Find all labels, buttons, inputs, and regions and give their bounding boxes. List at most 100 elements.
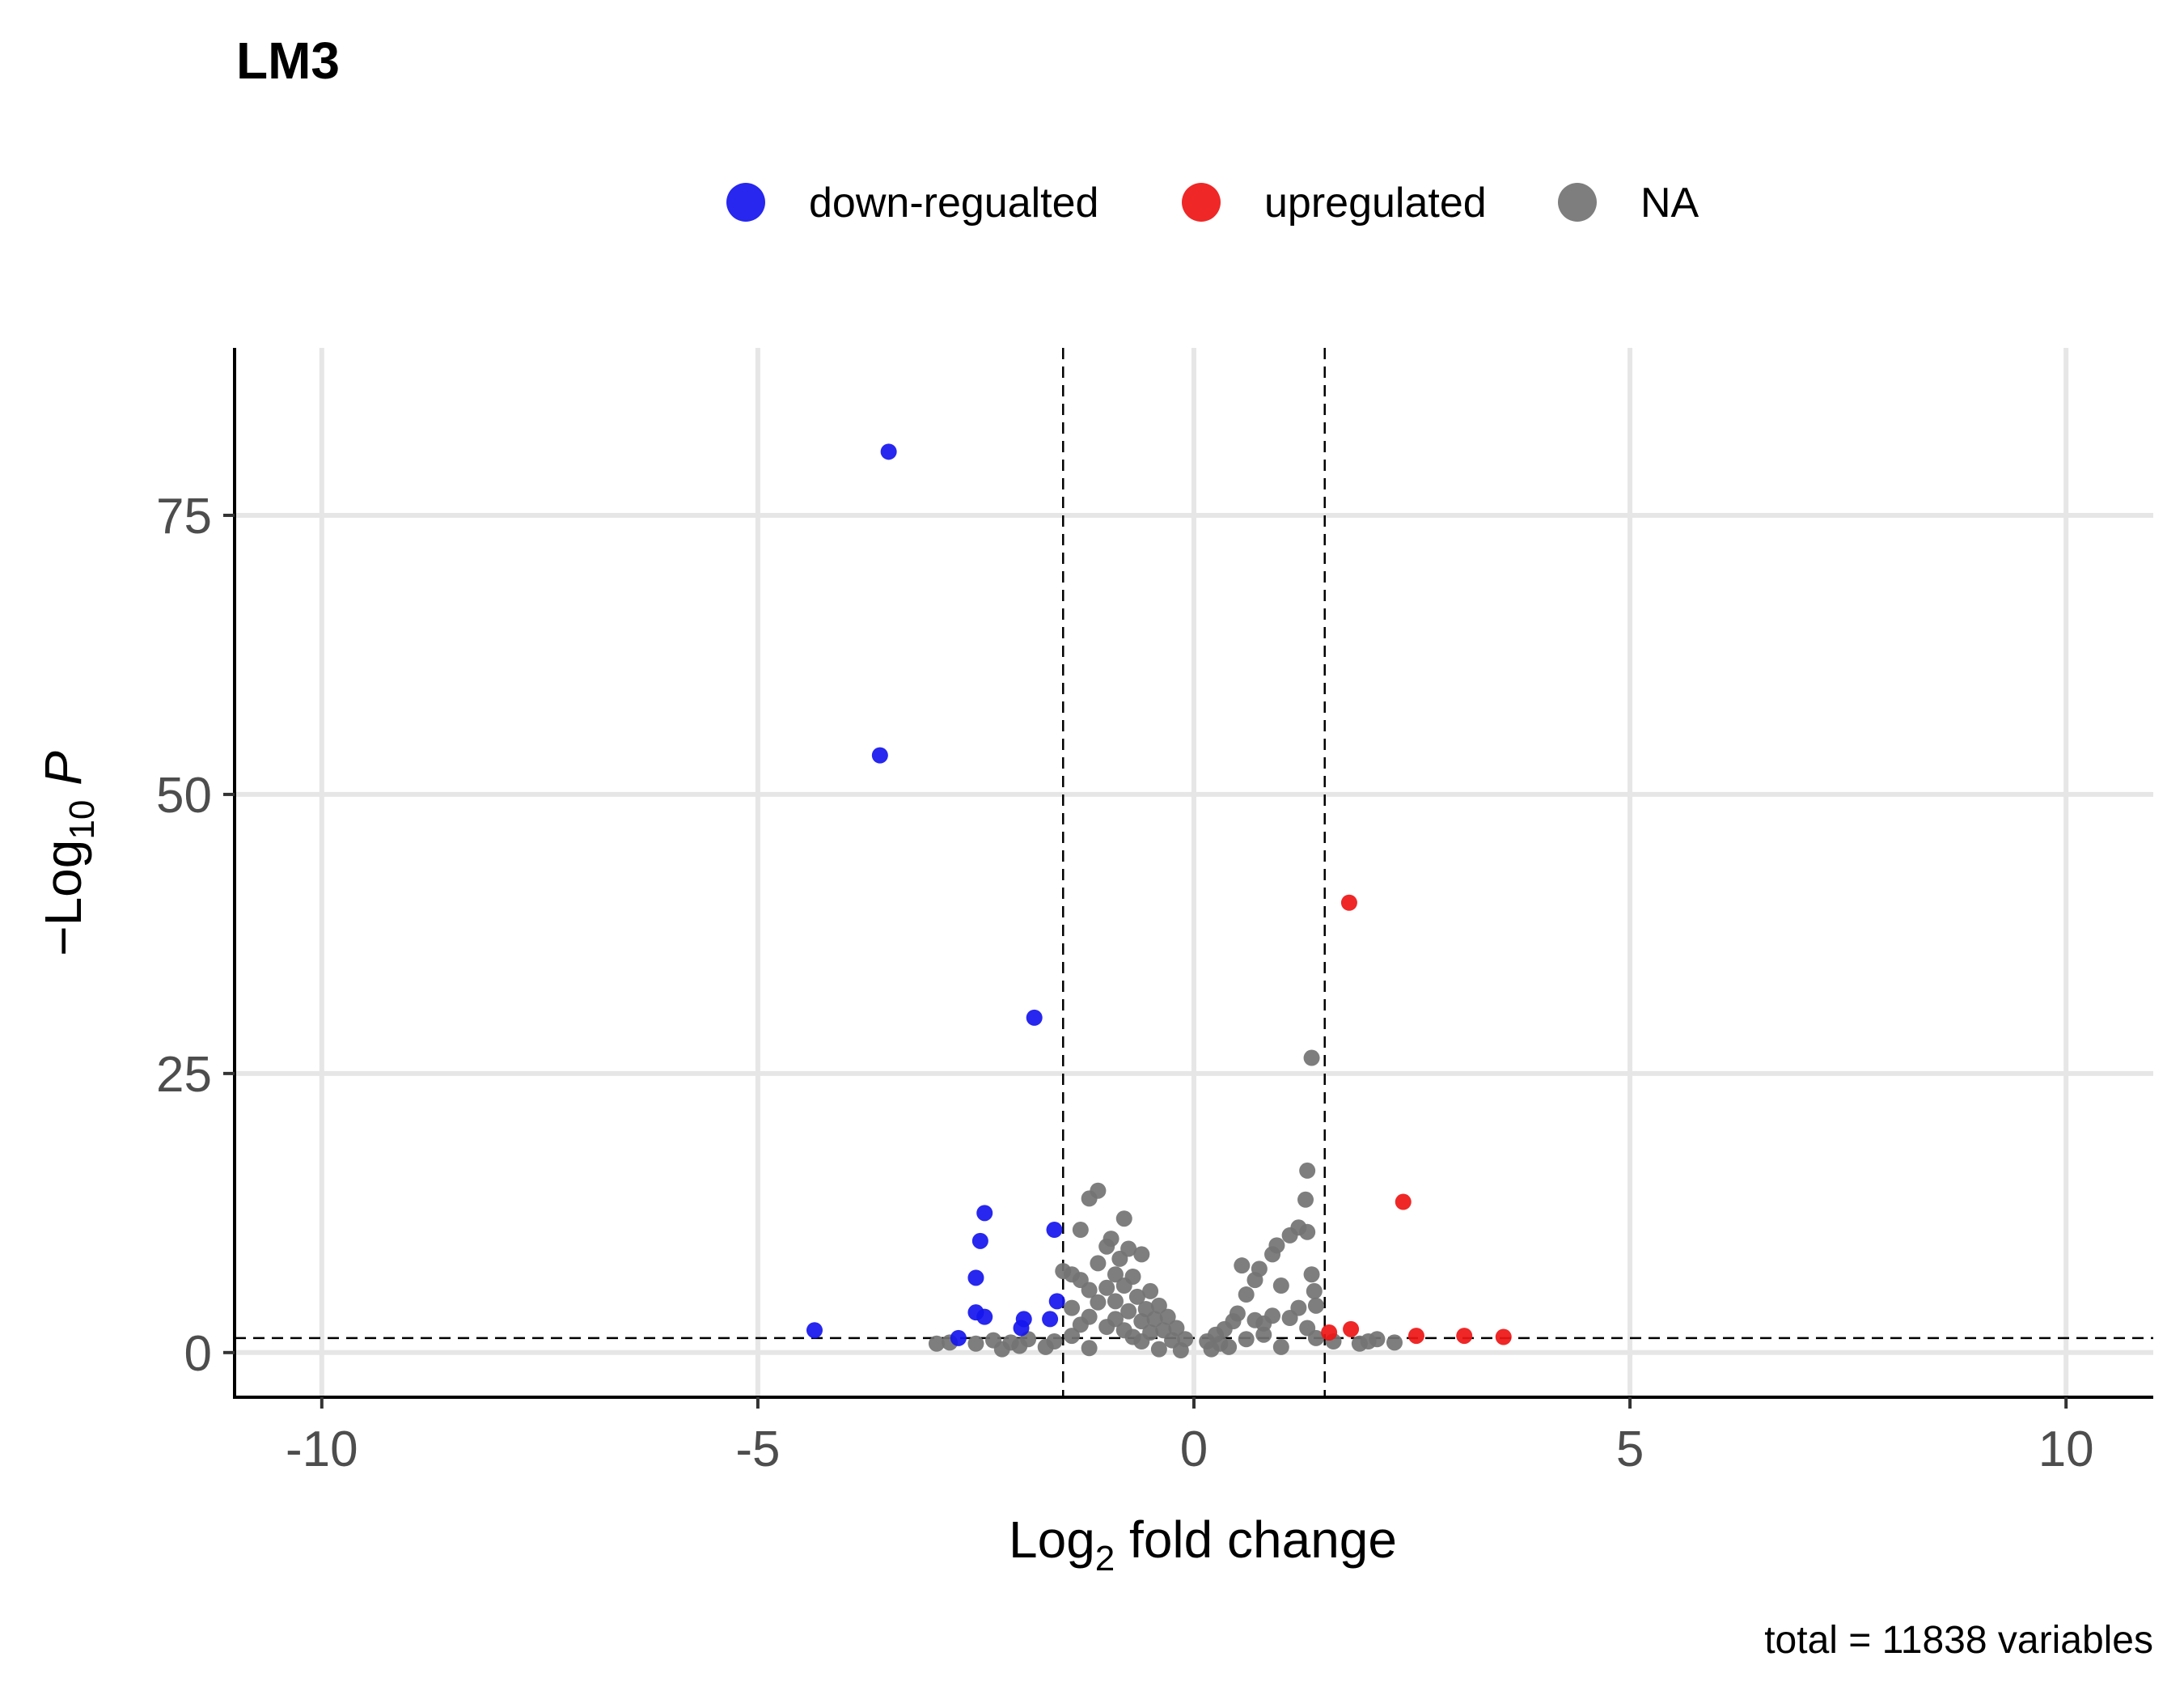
up-point: [1407, 1328, 1424, 1345]
na-point: [1303, 1266, 1320, 1283]
down-point: [971, 1232, 988, 1249]
na-point: [1081, 1282, 1098, 1299]
na-point: [1090, 1294, 1107, 1311]
na-point: [1111, 1250, 1128, 1267]
na-point: [1124, 1328, 1141, 1345]
na-point: [1221, 1338, 1238, 1355]
na-point: [1281, 1227, 1298, 1244]
up-point: [1340, 894, 1357, 911]
na-point: [1098, 1319, 1115, 1336]
y-axis-label: −Log10 P: [34, 751, 102, 956]
na-point: [1133, 1313, 1150, 1330]
tick-labels: -10 -5 0 5 10 0 25 50 75: [156, 489, 2094, 1477]
na-point: [1307, 1329, 1324, 1346]
na-point: [1351, 1335, 1368, 1352]
na-point: [1107, 1293, 1124, 1310]
na-point: [1037, 1338, 1054, 1355]
chart-title: LM3: [236, 32, 340, 90]
na-point: [1133, 1246, 1150, 1263]
legend-marker-down: [726, 183, 765, 222]
na-point: [1306, 1282, 1323, 1299]
legend-label-up: upregulated: [1264, 180, 1487, 227]
axes: [223, 348, 2153, 1409]
y-tick-label: 50: [156, 768, 212, 824]
na-point: [928, 1335, 945, 1352]
na-point: [967, 1335, 984, 1352]
na-point: [1150, 1297, 1167, 1314]
up-point: [1395, 1193, 1412, 1210]
na-point: [1303, 1049, 1320, 1066]
down-point: [1026, 1009, 1043, 1026]
na-point: [1115, 1210, 1132, 1227]
x-tick-label: 10: [2038, 1421, 2094, 1477]
na-point: [1297, 1191, 1314, 1208]
down-point: [1048, 1293, 1065, 1310]
na-point: [1168, 1320, 1185, 1337]
na-point: [1369, 1331, 1386, 1348]
na-point: [1307, 1297, 1324, 1314]
legend-label-down: down-regualted: [809, 180, 1098, 227]
y-tick-label: 75: [156, 489, 212, 544]
legend-marker-na: [1558, 183, 1597, 222]
na-point: [1072, 1316, 1089, 1333]
na-point: [1272, 1338, 1289, 1355]
na-point: [1255, 1326, 1272, 1343]
na-point: [1264, 1246, 1281, 1263]
na-point: [1246, 1272, 1263, 1289]
down-point: [950, 1329, 967, 1346]
y-tick-label: 0: [184, 1326, 212, 1382]
na-point: [1128, 1288, 1145, 1305]
down-point: [1013, 1320, 1030, 1337]
na-point: [1299, 1162, 1316, 1179]
down-point: [871, 747, 888, 764]
na-point: [1081, 1340, 1098, 1357]
down-point: [806, 1322, 823, 1339]
y-tick-label: 25: [156, 1047, 212, 1103]
x-tick-label: 0: [1180, 1421, 1208, 1477]
down-point: [880, 443, 897, 460]
na-point: [1238, 1286, 1255, 1303]
na-point: [1064, 1299, 1081, 1316]
na-point: [1146, 1311, 1163, 1328]
down-point: [976, 1205, 993, 1222]
up-point: [1343, 1320, 1360, 1337]
na-point: [1081, 1190, 1098, 1207]
na-point: [1150, 1341, 1167, 1358]
na-point: [1272, 1277, 1289, 1294]
na-point: [1120, 1303, 1137, 1320]
na-point: [1103, 1231, 1120, 1248]
down-point: [1046, 1222, 1063, 1239]
legend-label-na: NA: [1640, 180, 1699, 227]
cutoff-lines: [235, 348, 2153, 1397]
na-point: [1098, 1279, 1115, 1296]
na-point: [1159, 1308, 1176, 1325]
x-tick-label: -10: [286, 1421, 358, 1477]
x-axis-label: Log2 fold change: [1009, 1510, 1397, 1578]
caption: total = 11838 variables: [1764, 1619, 2153, 1662]
na-point: [1072, 1222, 1089, 1239]
na-point: [1107, 1266, 1124, 1283]
na-point: [993, 1341, 1010, 1358]
na-point: [1281, 1310, 1298, 1327]
x-tick-label: -5: [735, 1421, 780, 1477]
na-point: [1203, 1341, 1220, 1358]
na-point: [1172, 1342, 1189, 1359]
na-point: [1064, 1328, 1081, 1345]
na-point: [1115, 1277, 1132, 1294]
na-point: [1246, 1311, 1263, 1328]
up-point: [1456, 1328, 1473, 1345]
na-point: [1142, 1282, 1159, 1299]
na-point: [1234, 1257, 1251, 1274]
legend-marker-up: [1182, 183, 1221, 222]
na-point: [1011, 1337, 1028, 1354]
up-point: [1495, 1328, 1512, 1345]
down-point: [1042, 1311, 1059, 1328]
data-points: [806, 443, 1512, 1359]
down-point: [976, 1308, 993, 1325]
grid-lines: [235, 348, 2153, 1397]
x-tick-label: 5: [1616, 1421, 1644, 1477]
na-point: [1386, 1334, 1403, 1351]
up-point: [1321, 1324, 1338, 1341]
